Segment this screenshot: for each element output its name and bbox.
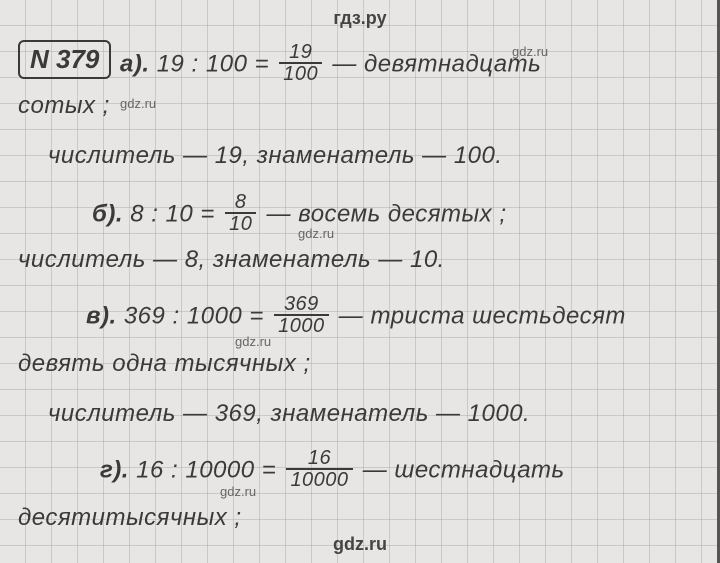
small-watermark: gdz.ru — [120, 96, 156, 111]
part-a-numerator: 19 — [279, 42, 322, 64]
part-a-cont: сотых ; — [18, 92, 110, 120]
part-b-label: б). — [92, 200, 123, 227]
part-v-numerator: 369 — [274, 294, 329, 316]
part-a-line2: числитель — 19, знаменатель — 100. — [48, 142, 503, 170]
part-v-words: — триста шестьдесят — [339, 302, 626, 329]
part-a-line1: а). 19 : 100 = 19 100 — девятнадцать — [120, 44, 541, 86]
part-v-line2: числитель — 369, знаменатель — 1000. — [48, 400, 530, 428]
part-v-label: в). — [86, 302, 117, 329]
part-g-words: — шестнадцать — [363, 456, 565, 483]
header-watermark: гдз.ру — [333, 8, 386, 29]
small-watermark: gdz.ru — [235, 334, 271, 349]
part-v-fraction: 369 1000 — [274, 294, 329, 336]
part-g-cont: десятитысячных ; — [18, 504, 242, 532]
part-v-denominator: 1000 — [274, 316, 329, 336]
graph-paper-background: гдз.ру gdz.ru N 379 а). 19 : 100 = 19 10… — [0, 0, 720, 563]
footer-watermark: gdz.ru — [333, 534, 387, 555]
part-b-fraction: 8 10 — [225, 192, 256, 234]
part-g-expr: 16 : 10000 = — [136, 456, 276, 483]
part-v-cont: девять одна тысячных ; — [18, 350, 311, 378]
part-g-denominator: 10000 — [286, 470, 352, 490]
part-b-words: — восемь десятых ; — [267, 200, 507, 227]
part-a-expr: 19 : 100 = — [157, 50, 269, 77]
part-a-denominator: 100 — [279, 64, 322, 84]
part-g-numerator: 16 — [286, 448, 352, 470]
small-watermark: gdz.ru — [512, 44, 548, 59]
part-v-expr: 369 : 1000 = — [124, 302, 264, 329]
part-v-line1: в). 369 : 1000 = 369 1000 — триста шесть… — [86, 296, 626, 338]
part-b-line2: числитель — 8, знаменатель — 10. — [18, 246, 445, 274]
small-watermark: gdz.ru — [220, 484, 256, 499]
part-a-label: а). — [120, 50, 150, 77]
part-a-fraction: 19 100 — [279, 42, 322, 84]
part-b-numerator: 8 — [225, 192, 256, 214]
part-g-fraction: 16 10000 — [286, 448, 352, 490]
problem-number-box: N 379 — [18, 40, 111, 79]
part-b-expr: 8 : 10 = — [130, 200, 215, 227]
part-g-label: г). — [100, 456, 129, 483]
part-a-words: — девятнадцать — [332, 50, 541, 77]
part-b-denominator: 10 — [225, 214, 256, 234]
part-g-line1: г). 16 : 10000 = 16 10000 — шестнадцать — [100, 450, 565, 492]
small-watermark: gdz.ru — [298, 226, 334, 241]
